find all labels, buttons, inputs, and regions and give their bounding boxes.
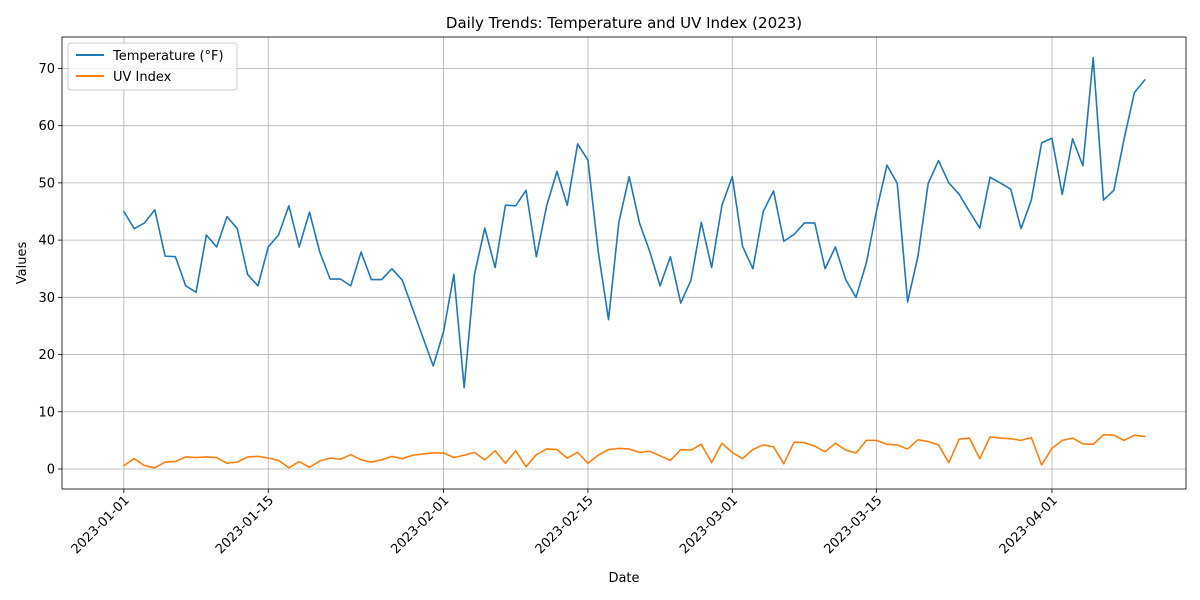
y-tick-label: 60 bbox=[38, 119, 55, 134]
y-tick-label: 0 bbox=[47, 462, 55, 477]
x-tick-label: 2023-02-01 bbox=[388, 493, 452, 557]
plot-frame bbox=[61, 36, 1187, 490]
x-tick-label: 2023-03-01 bbox=[677, 493, 741, 557]
y-tick-label: 10 bbox=[38, 405, 55, 420]
chart-title: Daily Trends: Temperature and UV Index (… bbox=[446, 14, 802, 32]
legend-label-temperature: Temperature (°F) bbox=[112, 49, 224, 64]
legend: Temperature (°F) UV Index bbox=[67, 42, 238, 91]
x-tick-label: 2023-02-15 bbox=[533, 493, 597, 557]
series-lines bbox=[123, 56, 1146, 469]
y-tick-label: 20 bbox=[38, 348, 55, 363]
y-tick-label: 40 bbox=[38, 234, 55, 249]
y-tick-label: 50 bbox=[38, 176, 55, 191]
x-tick-label: 2023-01-01 bbox=[69, 493, 133, 557]
y-tick-label: 70 bbox=[38, 62, 55, 77]
uv-index-line bbox=[123, 433, 1146, 469]
x-axis-label: Date bbox=[608, 571, 639, 586]
x-tick-label: 2023-03-15 bbox=[821, 493, 885, 557]
y-tick-label: 30 bbox=[38, 291, 55, 306]
legend-box bbox=[67, 42, 238, 91]
x-tick-label: 2023-01-15 bbox=[213, 493, 277, 557]
legend-label-uv-index: UV Index bbox=[113, 70, 172, 85]
x-tick-label: 2023-04-01 bbox=[997, 493, 1061, 557]
grid bbox=[62, 37, 1186, 489]
temperature-line bbox=[123, 56, 1146, 389]
ticks: 2023-01-01 2023-01-15 2023-02-01 2023-02-15… bbox=[38, 62, 1060, 557]
y-axis-label: Values bbox=[15, 242, 30, 285]
